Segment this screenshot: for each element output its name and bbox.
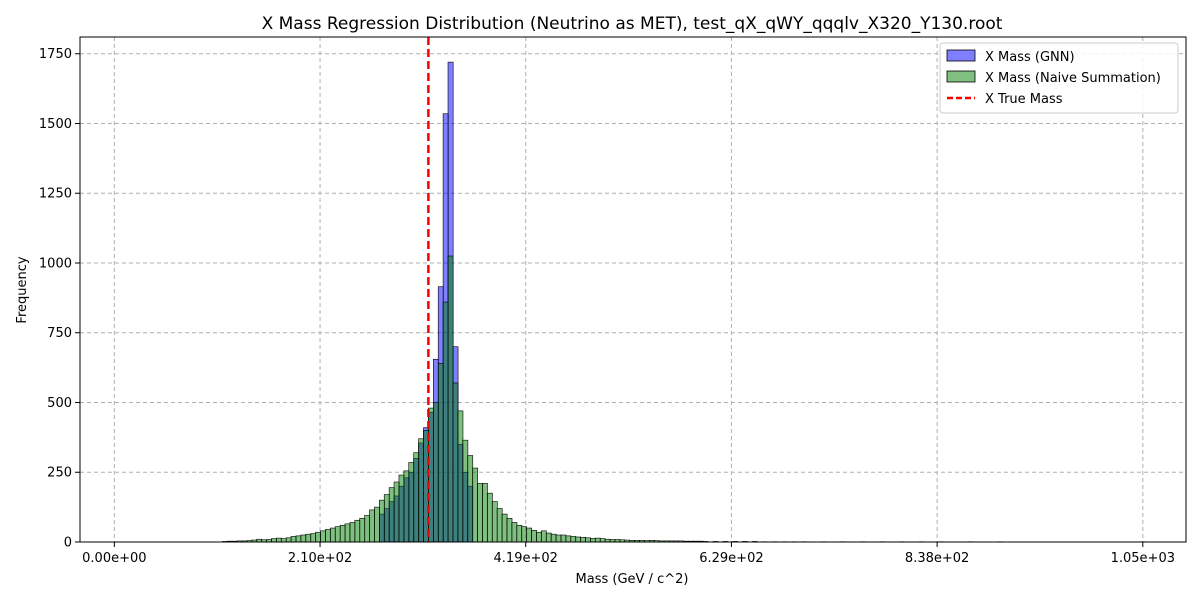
x-tick-label: 0.00e+00	[82, 551, 146, 566]
naive-bar	[344, 523, 351, 543]
x-tick-label: 4.19e+02	[494, 551, 558, 566]
naive-bar	[501, 513, 508, 543]
naive-bar	[482, 483, 488, 543]
naive-bar	[305, 533, 312, 543]
naive-bar	[516, 524, 523, 543]
y-tick-label: 0	[64, 536, 72, 551]
naive-bar	[491, 501, 498, 543]
naive-bar	[526, 527, 532, 543]
naive-bar	[374, 506, 380, 543]
naive-bar	[540, 530, 547, 543]
x-tick-label: 6.29e+02	[699, 551, 763, 566]
naive-bar	[462, 439, 469, 543]
naive-bar	[442, 301, 449, 543]
naive-bar	[570, 536, 577, 543]
y-tick-label: 1000	[39, 256, 72, 271]
naive-bar	[310, 533, 317, 543]
x-tick-label: 1.05e+03	[1111, 551, 1175, 566]
naive-bar	[334, 526, 341, 543]
y-tick-label: 1750	[39, 47, 72, 62]
naive-bar	[565, 535, 572, 543]
naive-bar	[413, 452, 420, 543]
y-axis-label: Frequency	[15, 256, 30, 323]
naive-bar	[275, 537, 282, 543]
naive-bar	[329, 527, 336, 543]
naive-bar	[467, 455, 474, 543]
naive-bar	[536, 531, 542, 543]
naive-bar	[585, 537, 591, 543]
x-tick-label: 2.10e+02	[288, 551, 352, 566]
naive-bar	[349, 522, 356, 543]
naive-bar	[486, 492, 493, 543]
naive-bar	[354, 519, 361, 543]
y-tick-label: 750	[47, 326, 72, 341]
legend-box	[939, 42, 1179, 114]
naive-bar	[447, 255, 454, 543]
y-tick-label: 500	[47, 396, 72, 411]
naive-bar	[364, 515, 371, 543]
naive-bar	[290, 536, 297, 543]
legend: X Mass (GNN) X Mass (Naive Summation) X …	[939, 42, 1179, 114]
naive-bar	[545, 532, 552, 543]
naive-bar	[560, 534, 567, 543]
y-tick-label: 250	[47, 466, 72, 481]
x-tick-label: 8.38e+02	[905, 551, 969, 566]
naive-bar	[369, 509, 375, 543]
naive-bar	[295, 535, 302, 543]
naive-bar	[550, 533, 557, 543]
x-axis: 0.00e+00 2.10e+02 4.19e+02 6.29e+02 8.38e+02…	[82, 542, 1175, 566]
legend-label-gnn: X Mass (GNN)	[985, 50, 1075, 65]
naive-bar	[599, 538, 606, 543]
naive-bar	[379, 499, 385, 543]
naive-bar	[408, 462, 415, 543]
naive-bar	[393, 481, 400, 543]
naive-bar	[418, 438, 425, 543]
naive-bar	[280, 538, 287, 543]
naive-bar	[339, 524, 346, 543]
naive-bar	[511, 522, 518, 543]
naive-bar	[388, 487, 395, 543]
naive-bar	[555, 534, 562, 543]
naive-bar	[403, 470, 410, 543]
y-axis: 0 250 500 750 1000 1250 1500 1750	[39, 47, 80, 551]
naive-bar	[452, 382, 459, 543]
naive-bar	[472, 467, 478, 543]
naive-bar	[437, 363, 444, 543]
plot-area-frame	[79, 36, 1187, 543]
naive-bar	[521, 526, 528, 543]
naive-bar	[383, 494, 390, 543]
naive-bar	[457, 410, 464, 543]
naive-bar	[594, 537, 601, 543]
grid-lines	[80, 37, 1186, 543]
naive-bar	[285, 537, 292, 543]
legend-label-true-mass: X True Mass	[985, 92, 1063, 107]
naive-bar	[315, 531, 321, 543]
naive-bar	[506, 517, 513, 543]
naive-bar	[590, 538, 596, 543]
naive-bar	[398, 474, 405, 543]
legend-swatch-naive	[946, 70, 976, 83]
naive-bar	[271, 538, 277, 543]
chart-title: X Mass Regression Distribution (Neutrino…	[262, 14, 1003, 34]
naive-bar	[496, 508, 503, 543]
naive-bar	[580, 536, 586, 543]
y-tick-label: 1500	[39, 117, 72, 132]
y-tick-label: 1250	[39, 187, 72, 202]
naive-bar	[325, 529, 331, 543]
naive-bar	[531, 529, 537, 543]
legend-swatch-gnn	[946, 49, 976, 62]
legend-label-naive: X Mass (Naive Summation)	[985, 71, 1161, 86]
naive-bar	[432, 402, 439, 543]
naive-bar	[477, 483, 483, 543]
naive-bar	[300, 534, 307, 543]
naive-bar	[575, 536, 582, 543]
x-axis-label: Mass (GeV / c^2)	[576, 572, 689, 587]
naive-bar	[359, 517, 366, 543]
naive-bar	[320, 530, 326, 543]
